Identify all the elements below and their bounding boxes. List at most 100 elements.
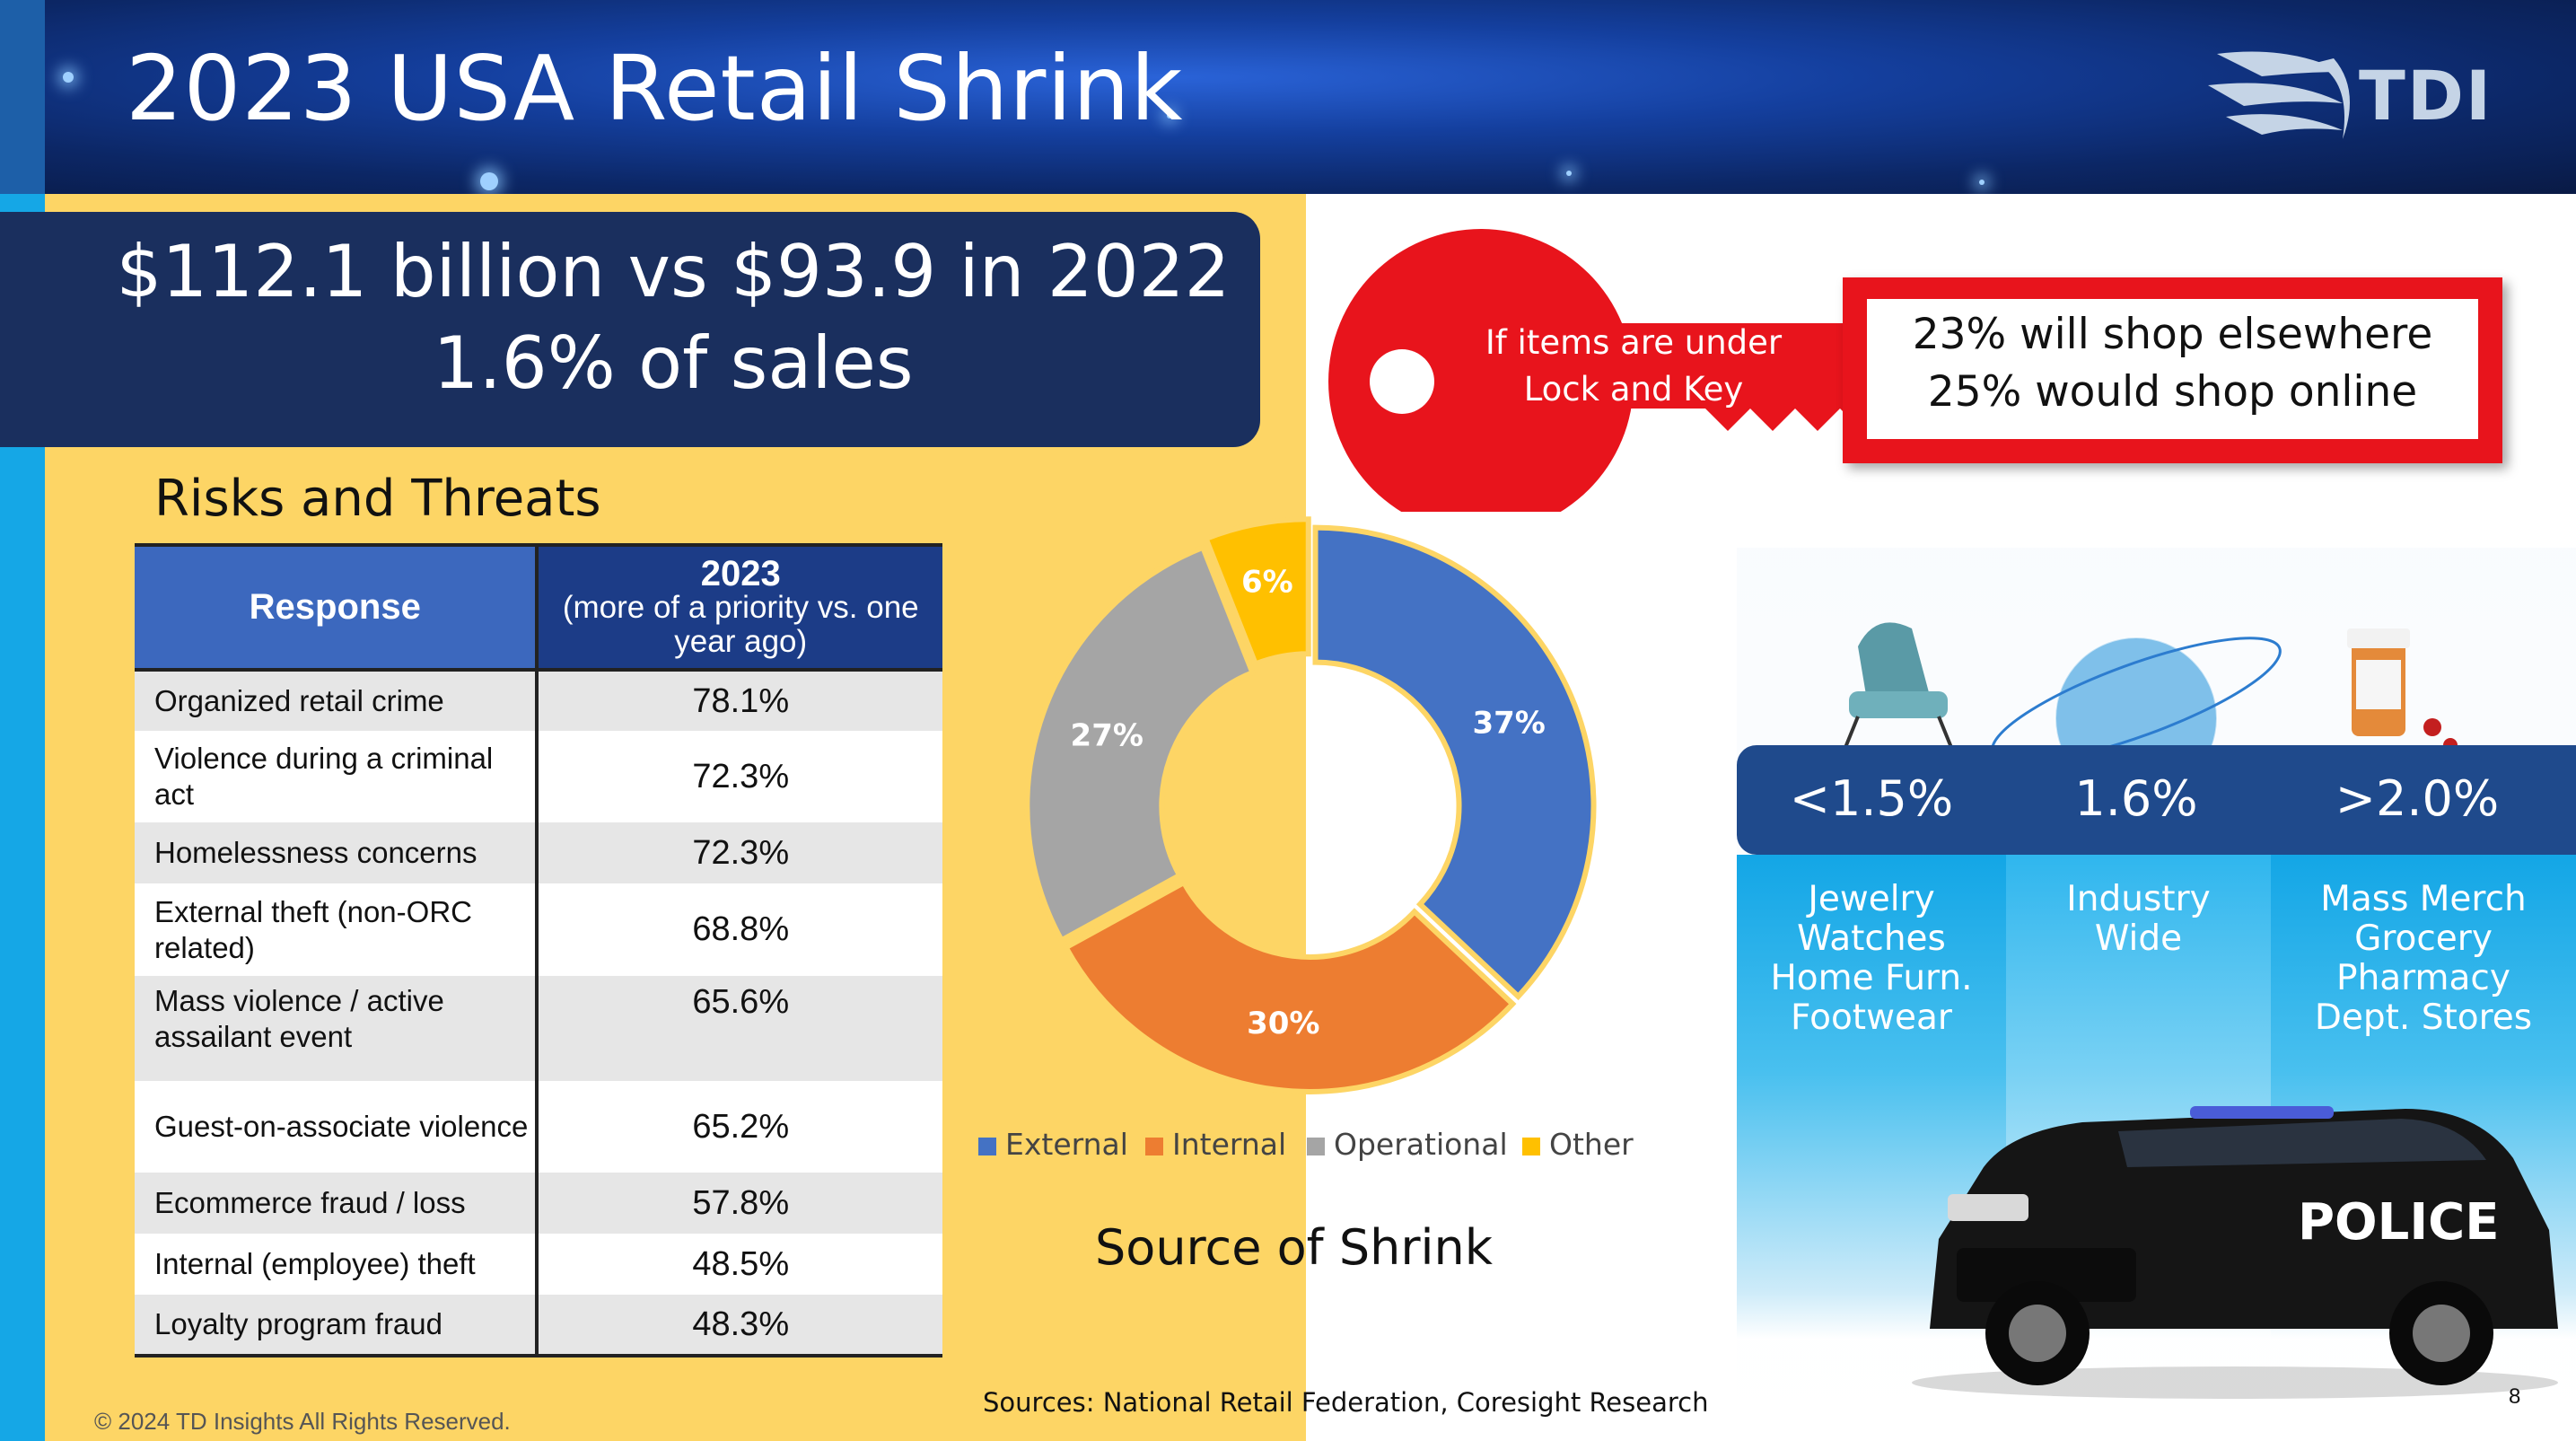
row-label: Loyalty program fraud	[135, 1295, 539, 1358]
legend-swatch	[1522, 1137, 1540, 1155]
segment-line: Jewelry	[1808, 879, 1935, 919]
slide-title: 2023 USA Retail Shrink	[126, 36, 1184, 141]
segment-rate: <1.5%	[1789, 770, 1954, 827]
row-label: Internal (employee) theft	[135, 1234, 539, 1295]
segment-line: Pharmacy	[2336, 958, 2510, 998]
segment-line: Wide	[2094, 918, 2183, 959]
legend-label: Internal	[1172, 1127, 1287, 1162]
donut-labels: 37% 30% 27% 6%	[1071, 565, 1546, 1042]
sparkle-decoration	[1167, 113, 1172, 119]
pill-bottle-icon	[2347, 628, 2458, 752]
key-callout-line2: Lock and Key	[1523, 370, 1744, 409]
headline-total: $112.1 billion vs $93.9 in 2022	[116, 230, 1231, 313]
legend-item-external: External	[978, 1127, 1128, 1162]
row-value: 65.6%	[537, 976, 942, 1081]
column-header-2023: 2023 (more of a priority vs. one year ag…	[537, 543, 942, 670]
column-year: 2023	[700, 553, 781, 593]
row-label: Violence during a criminal act	[135, 731, 539, 822]
table-row: Homelessness concerns 72.3%	[135, 822, 942, 883]
segment-rate: >2.0%	[2335, 770, 2500, 827]
chart-title: Source of Shrink	[1095, 1219, 1494, 1276]
segment-lines: Jewelry Watches Home Furn. Footwear	[1737, 880, 2006, 1038]
sparkle-decoration	[1979, 180, 1985, 185]
risks-heading: Risks and Threats	[154, 470, 601, 528]
table-row: Internal (employee) theft 48.5%	[135, 1234, 942, 1295]
legend-label: External	[1005, 1127, 1128, 1162]
row-value: 65.2%	[537, 1081, 942, 1173]
chart-legend: External Internal Operational Other	[978, 1127, 1660, 1172]
globe-icon	[1991, 637, 2282, 772]
shopper-response-box: 23% will shop elsewhere 25% would shop o…	[1843, 277, 2502, 463]
row-label: Guest-on-associate violence	[135, 1081, 539, 1173]
tdi-logo: TDI	[2208, 36, 2513, 153]
column-header-response: Response	[135, 543, 539, 670]
segment-line: Watches	[1797, 918, 1946, 959]
legend-label: Operational	[1334, 1127, 1508, 1162]
sources-citation: Sources: National Retail Federation, Cor…	[983, 1387, 1709, 1418]
armchair-icon	[1843, 622, 1954, 751]
row-label: Ecommerce fraud / loss	[135, 1173, 539, 1234]
donut-slice-other	[1202, 516, 1311, 668]
logo-swoosh-icon	[2208, 51, 2350, 139]
row-label: Homelessness concerns	[135, 822, 539, 883]
sparkle-decoration	[480, 172, 498, 190]
headline-box: $112.1 billion vs $93.9 in 2022 1.6% of …	[0, 212, 1260, 447]
legend-swatch	[1145, 1137, 1163, 1155]
headline-percent: 1.6% of sales	[433, 321, 914, 405]
donut-data-label: 37%	[1472, 705, 1545, 741]
row-label: Organized retail crime	[135, 668, 539, 731]
segment-lines: Mass Merch Grocery Pharmacy Dept. Stores	[2271, 880, 2576, 1038]
red-key-icon	[1328, 229, 1885, 512]
sparkle-decoration	[1566, 171, 1572, 176]
row-value: 57.8%	[537, 1173, 942, 1234]
segment-line: Grocery	[2354, 918, 2493, 959]
donut-slice-external	[1312, 524, 1597, 1001]
legend-item-internal: Internal	[1145, 1127, 1286, 1162]
table-row: Loyalty program fraud 48.3%	[135, 1295, 942, 1358]
shop-elsewhere-text: 23% will shop elsewhere	[1912, 310, 2433, 359]
row-label: External theft (non-ORC related)	[135, 883, 539, 976]
police-text: POLICE	[2298, 1193, 2500, 1252]
segment-line: Industry	[2066, 879, 2211, 919]
table-row: Mass violence / active assailant event 6…	[135, 976, 942, 1081]
legend-label: Other	[1549, 1127, 1634, 1162]
donut-data-label: 30%	[1247, 1006, 1319, 1041]
row-value: 68.8%	[537, 883, 942, 976]
legend-swatch	[1307, 1137, 1325, 1155]
legend-item-operational: Operational	[1307, 1127, 1508, 1162]
row-value: 48.3%	[537, 1295, 942, 1358]
shop-online-text: 25% would shop online	[1927, 367, 2418, 417]
segment-line: Mass Merch	[2320, 879, 2527, 919]
segment-line: Dept. Stores	[2314, 997, 2533, 1038]
table-row: External theft (non-ORC related) 68.8%	[135, 883, 942, 976]
donut-slices	[1024, 516, 1597, 1094]
row-label: Mass violence / active assailant event	[135, 976, 539, 1081]
police-car-image: POLICE	[1912, 1106, 2558, 1399]
legend-swatch	[978, 1137, 996, 1155]
page-number: 8	[2509, 1384, 2521, 1409]
logo-text: TDI	[2359, 56, 2493, 136]
row-value: 48.5%	[537, 1234, 942, 1295]
table-row: Violence during a criminal act 72.3%	[135, 731, 942, 822]
header-left-strip	[0, 0, 45, 194]
donut-data-label: 27%	[1071, 717, 1143, 753]
slide-header	[0, 0, 2576, 194]
risks-table: Response 2023 (more of a priority vs. on…	[135, 543, 942, 1358]
row-value: 78.1%	[537, 668, 942, 731]
donut-slice-operational	[1024, 543, 1257, 945]
table-row: Guest-on-associate violence 65.2%	[135, 1081, 942, 1173]
table-header-row: Response 2023 (more of a priority vs. on…	[135, 543, 942, 670]
shrink-source-donut-chart: 37% 30% 27% 6%	[1024, 516, 1597, 1094]
segment-lines: Industry Wide	[2006, 880, 2271, 959]
segment-rates-bar: <1.5% 1.6% >2.0%	[1737, 745, 2576, 855]
row-value: 72.3%	[537, 822, 942, 883]
column-year-note: (more of a priority vs. one year ago)	[562, 589, 919, 659]
segment-line: Footwear	[1791, 997, 1952, 1038]
segment-line: Home Furn.	[1770, 958, 1973, 998]
copyright-notice: © 2024 TD Insights All Rights Reserved.	[94, 1408, 511, 1435]
legend-item-other: Other	[1522, 1127, 1634, 1162]
segment-rate: 1.6%	[2074, 770, 2198, 827]
row-value: 72.3%	[537, 731, 942, 822]
donut-slice-internal	[1062, 878, 1517, 1094]
sparkle-decoration	[63, 72, 74, 83]
